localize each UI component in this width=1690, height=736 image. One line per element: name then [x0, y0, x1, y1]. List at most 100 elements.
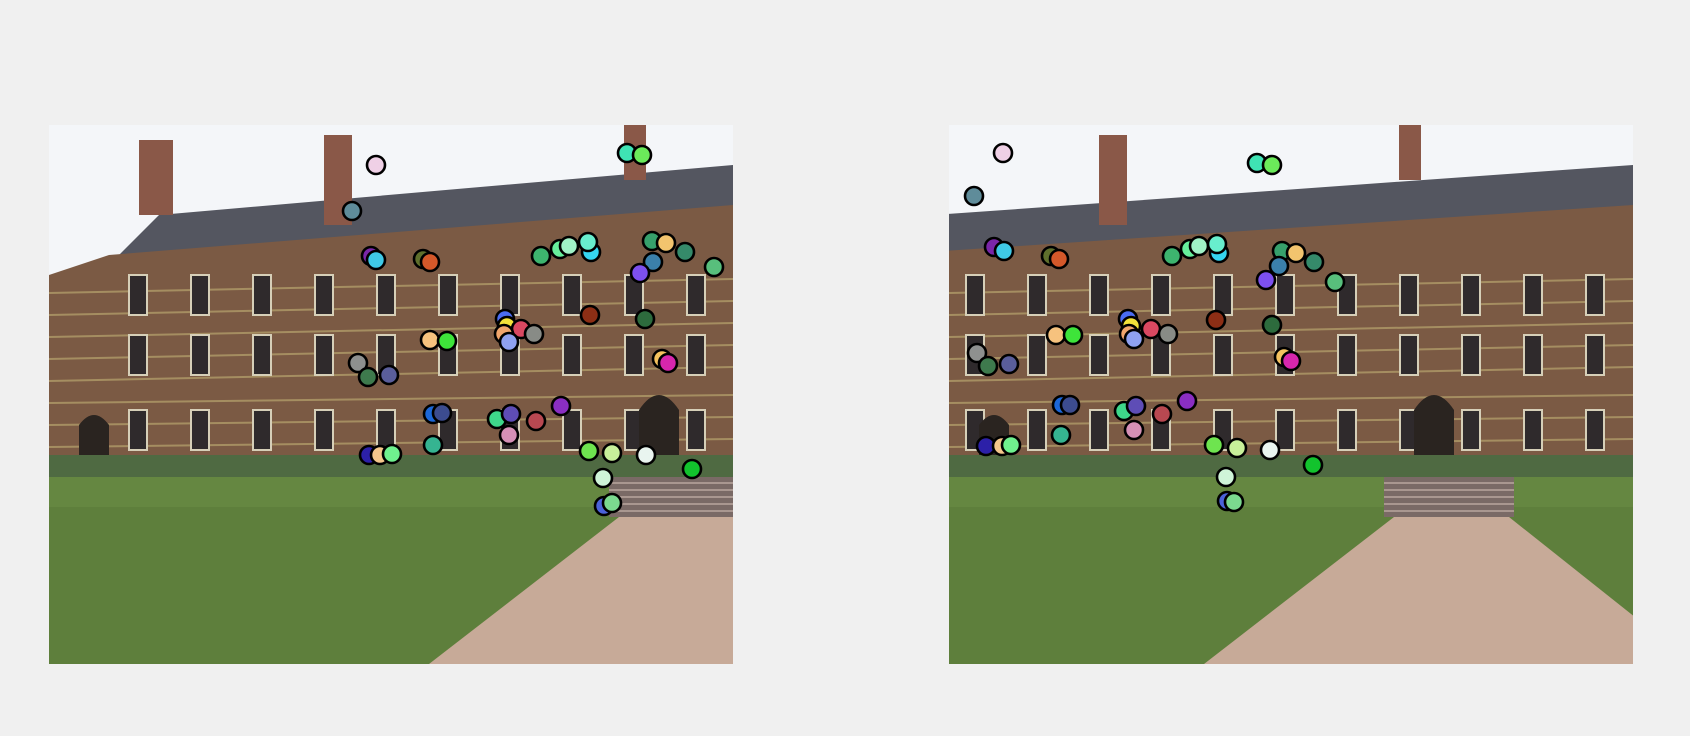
- keypoint-marker: [1280, 350, 1302, 372]
- window: [128, 274, 148, 316]
- keypoint-marker: [993, 240, 1015, 262]
- window: [190, 334, 210, 376]
- keypoint-marker: [963, 185, 985, 207]
- keypoint-marker: [530, 245, 552, 267]
- hedge: [949, 455, 1633, 477]
- keypoint-marker: [1151, 403, 1173, 425]
- window: [1337, 409, 1357, 451]
- window: [1461, 409, 1481, 451]
- gravel-path: [429, 517, 733, 664]
- window: [1027, 334, 1047, 376]
- keypoint-marker: [1206, 233, 1228, 255]
- gravel-path: [1204, 517, 1633, 664]
- window: [686, 274, 706, 316]
- keypoint-marker: [381, 443, 403, 465]
- window: [1461, 334, 1481, 376]
- keypoints: [963, 142, 1346, 513]
- keypoint-marker: [1203, 434, 1225, 456]
- keypoint-marker: [1324, 271, 1346, 293]
- keypoint-marker: [998, 353, 1020, 375]
- window: [965, 274, 985, 316]
- stone-band: [49, 322, 733, 338]
- keypoint-marker: [642, 251, 664, 273]
- keypoint-marker: [1303, 251, 1325, 273]
- right-image: [949, 125, 1633, 664]
- window: [128, 409, 148, 451]
- window: [1275, 409, 1295, 451]
- keypoint-marker: [1059, 394, 1081, 416]
- keypoint-marker: [378, 364, 400, 386]
- window: [1089, 274, 1109, 316]
- keypoint-marker: [674, 241, 696, 263]
- window: [1089, 334, 1109, 376]
- hedge: [49, 455, 733, 477]
- window: [252, 409, 272, 451]
- building-photo: [49, 125, 733, 664]
- keypoint-marker: [992, 142, 1014, 164]
- keypoint-marker: [419, 329, 441, 351]
- keypoint-marker: [592, 467, 614, 489]
- keypoint-marker: [525, 410, 547, 432]
- keypoint-marker: [1062, 324, 1084, 346]
- window: [1337, 334, 1357, 376]
- keypoint-marker: [1188, 235, 1210, 257]
- keypoint-marker: [1157, 323, 1179, 345]
- keypoint-marker: [1140, 318, 1162, 340]
- keypoint-marker: [1268, 255, 1290, 277]
- keypoint-marker: [1123, 419, 1145, 441]
- window: [562, 409, 582, 451]
- window: [686, 334, 706, 376]
- left-image: [49, 125, 733, 664]
- chimney: [1099, 135, 1127, 225]
- lawn-strip: [949, 477, 1633, 507]
- keypoint-marker: [1176, 390, 1198, 412]
- window: [624, 334, 644, 376]
- keypoint-marker: [578, 440, 600, 462]
- keypoint-marker: [1050, 424, 1072, 446]
- window: [190, 409, 210, 451]
- window: [1585, 274, 1605, 316]
- keypoint-marker: [365, 249, 387, 271]
- window: [1585, 409, 1605, 451]
- keypoint-marker: [655, 232, 677, 254]
- window: [128, 334, 148, 376]
- keypoint-marker: [1261, 154, 1283, 176]
- keypoint-marker: [681, 458, 703, 480]
- keypoint-marker: [579, 304, 601, 326]
- keypoint-marker: [577, 231, 599, 253]
- keypoint-marker: [1259, 439, 1281, 461]
- keypoint-marker: [550, 395, 572, 417]
- window: [1089, 409, 1109, 451]
- window: [314, 334, 334, 376]
- window: [686, 409, 706, 451]
- keypoint-marker: [1000, 434, 1022, 456]
- keypoints: [341, 142, 725, 517]
- window: [314, 409, 334, 451]
- window: [1151, 274, 1171, 316]
- doorway: [1414, 395, 1454, 470]
- window: [562, 334, 582, 376]
- keypoint-marker: [703, 256, 725, 278]
- keypoint-marker: [436, 330, 458, 352]
- window: [1523, 274, 1543, 316]
- keypoint-marker: [1255, 269, 1277, 291]
- window: [1585, 334, 1605, 376]
- window: [1027, 274, 1047, 316]
- keypoint-marker: [1285, 242, 1307, 264]
- keypoint-marker: [1302, 454, 1324, 476]
- keypoint-marker: [1226, 437, 1248, 459]
- keypoint-marker: [419, 251, 441, 273]
- window: [376, 274, 396, 316]
- keypoint-marker: [422, 434, 444, 456]
- keypoint-marker: [631, 144, 653, 166]
- keypoint-marker: [966, 342, 988, 364]
- keypoint-marker: [498, 424, 520, 446]
- keypoint-marker: [1045, 324, 1067, 346]
- window: [1399, 334, 1419, 376]
- window: [562, 274, 582, 316]
- keypoint-marker: [1161, 245, 1183, 267]
- window: [1399, 274, 1419, 316]
- keypoint-marker: [365, 154, 387, 176]
- window: [1027, 409, 1047, 451]
- window: [1275, 274, 1295, 316]
